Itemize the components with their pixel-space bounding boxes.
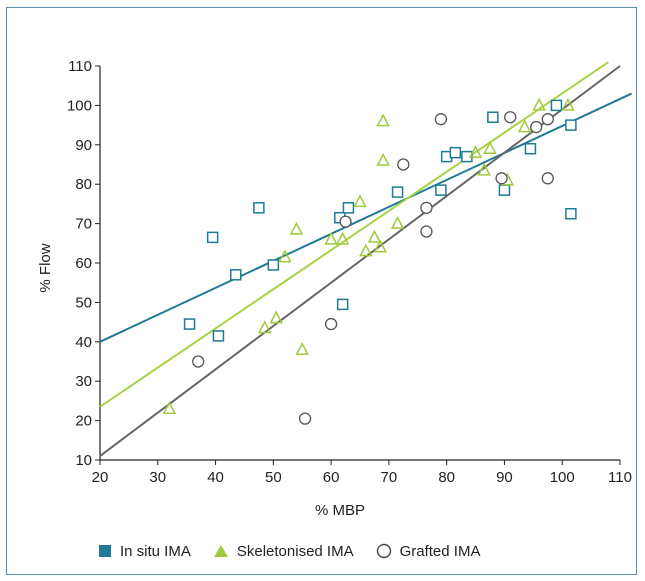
skeletonised-point	[278, 249, 292, 263]
skeletonised-point	[468, 145, 483, 158]
skeletonised-point	[561, 97, 575, 111]
in-situ-point	[498, 184, 511, 196]
y-tick-label: 50	[75, 294, 92, 311]
trend-line-in-situ	[99, 92, 632, 343]
x-tick-label: 110	[608, 469, 632, 486]
legend-label: In situ IMA	[120, 542, 191, 560]
skeletonised-point	[353, 194, 367, 208]
y-tick-label: 20	[75, 413, 92, 430]
in-situ-point	[565, 208, 577, 220]
grafted-point	[434, 113, 448, 126]
grafted-point	[504, 111, 517, 124]
grafted-point	[192, 355, 205, 368]
trend-line-skeletonised	[99, 61, 610, 408]
grafted-point	[530, 120, 543, 134]
in-situ-point	[206, 231, 219, 244]
x-tick-label: 30	[149, 469, 166, 486]
y-tick-label: 10	[75, 452, 92, 469]
y-tick-label: 80	[75, 176, 92, 193]
grafted-point	[339, 215, 352, 228]
x-tick-label: 50	[265, 469, 282, 486]
in-situ-point	[183, 318, 196, 330]
y-tick-label: 90	[75, 137, 92, 154]
in-situ-point	[550, 99, 563, 112]
grafted-point	[298, 412, 312, 425]
skeletonised-point	[359, 243, 373, 257]
y-tick-label: 40	[75, 334, 92, 351]
x-tick-label: 20	[92, 469, 109, 486]
skeletonised-point	[390, 215, 405, 229]
legend-item-grafted: Grafted IMA	[376, 542, 481, 560]
in-situ-point	[449, 146, 462, 159]
skeletonised-point	[335, 231, 350, 245]
in-situ-point	[342, 202, 355, 214]
legend-item-in-situ: In situ IMA	[98, 543, 191, 560]
legend-label: Grafted IMA	[399, 542, 481, 560]
in-situ-point	[435, 184, 447, 196]
in-situ-point	[565, 119, 577, 131]
y-tick-label: 70	[75, 216, 92, 233]
skeletonised-point	[376, 152, 390, 166]
in-situ-point	[253, 202, 265, 214]
in-situ-point	[524, 142, 537, 155]
x-tick-label: 100	[550, 469, 575, 486]
skeletonised-point	[257, 320, 272, 334]
grafted-point	[420, 225, 433, 238]
skeletonised-point	[295, 342, 309, 355]
legend: In situ IMA Skeletonised IMA Grafted IMA	[98, 540, 480, 562]
skeletonised-point	[324, 231, 338, 245]
x-tick-label: 90	[496, 469, 513, 486]
grafted-point	[495, 172, 508, 185]
grafted-point	[541, 113, 554, 126]
skeletonised-point	[162, 401, 177, 415]
x-tick-label: 70	[381, 469, 398, 486]
grafted-point	[397, 158, 410, 171]
triangle-marker-icon	[213, 545, 228, 557]
skeletonised-point	[367, 229, 382, 243]
skeletonised-point	[532, 97, 546, 111]
circle-marker-icon	[376, 543, 391, 559]
grafted-point	[541, 172, 554, 185]
x-tick-label: 60	[323, 469, 340, 486]
legend-label: Skeletonised IMA	[236, 542, 354, 560]
in-situ-point	[230, 269, 242, 281]
in-situ-point	[487, 111, 499, 123]
data-points	[162, 97, 577, 425]
x-axis-title: % MBP	[315, 502, 365, 519]
x-tick-label: 40	[207, 469, 224, 486]
in-situ-point	[391, 186, 404, 198]
skeletonised-point	[477, 162, 491, 176]
y-tick-label: 100	[67, 97, 92, 114]
skeletonised-point	[517, 119, 532, 133]
in-situ-point	[212, 330, 225, 342]
in-situ-point	[336, 298, 349, 311]
trend-line-grafted	[99, 65, 621, 457]
square-marker-icon	[99, 545, 111, 557]
legend-item-skeletonised: Skeletonised IMA	[213, 543, 354, 560]
grafted-point	[420, 201, 433, 214]
y-axis-title: % Flow	[37, 243, 54, 292]
y-tick-label: 60	[75, 255, 92, 272]
y-tick-label: 110	[68, 58, 92, 75]
in-situ-point	[267, 259, 280, 271]
skeletonised-point	[289, 221, 304, 235]
skeletonised-point	[376, 113, 390, 127]
skeletonised-point	[373, 239, 387, 253]
axis-ticks: 20 30 40 50 60 70 80 90 100 110102030405060708090…	[67, 58, 632, 486]
skeletonised-point	[483, 141, 497, 154]
y-tick-label: 30	[75, 373, 92, 390]
skeletonised-point	[269, 310, 283, 324]
grafted-point	[324, 317, 338, 331]
x-tick-label: 80	[438, 469, 455, 486]
